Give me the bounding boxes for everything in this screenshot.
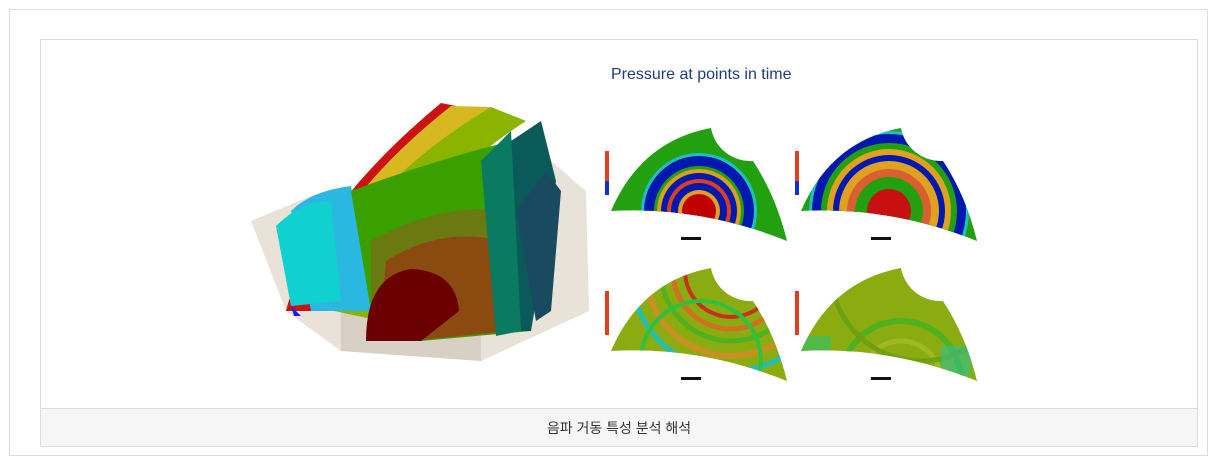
acoustic-model-3d — [251, 103, 589, 361]
content-frame: Pressure at points in time — [9, 9, 1208, 456]
figure-caption: 음파 거동 특성 분석 해석 — [41, 408, 1197, 446]
image-heading: Pressure at points in time — [611, 66, 792, 83]
figure: Pressure at points in time — [40, 39, 1198, 447]
pressure-plot-2 — [795, 128, 977, 241]
figure-image: Pressure at points in time — [251, 66, 977, 381]
pressure-plot-1 — [605, 128, 787, 241]
